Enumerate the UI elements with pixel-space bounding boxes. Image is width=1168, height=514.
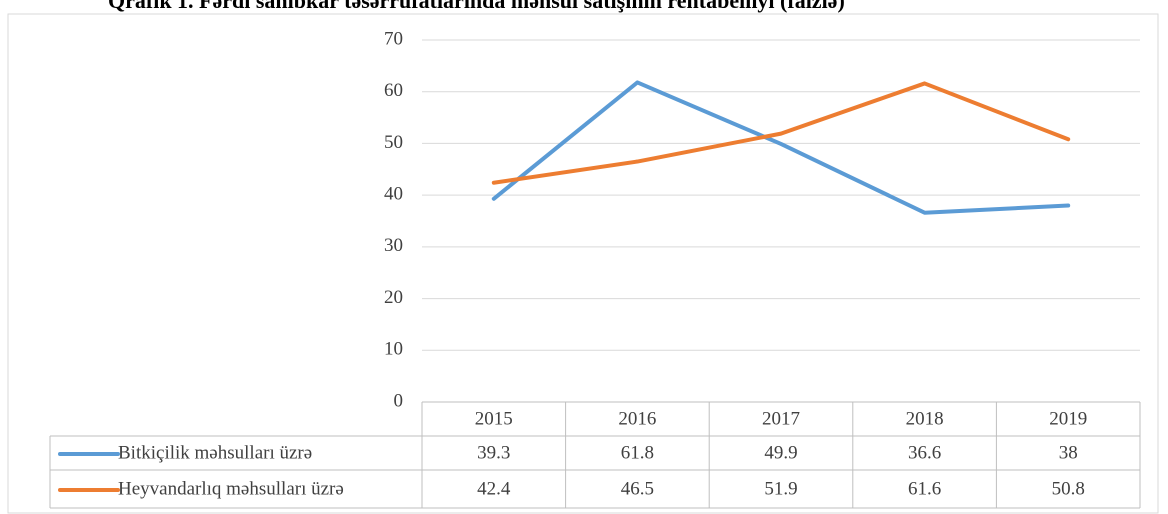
series-line: [491, 80, 1071, 215]
y-tick-label: 0: [394, 390, 404, 411]
table-value: 61.6: [908, 478, 941, 499]
y-tick-label: 60: [384, 80, 403, 101]
table-value: 50.8: [1052, 478, 1085, 499]
table-value: 49.9: [764, 442, 797, 463]
y-tick-label: 10: [384, 339, 403, 360]
table-value: 42.4: [477, 478, 511, 499]
y-tick-label: 30: [384, 235, 403, 256]
table-value: 51.9: [764, 478, 797, 499]
series-line: [491, 81, 1071, 185]
table-value: 36.6: [908, 442, 941, 463]
x-tick-label: 2016: [618, 408, 656, 429]
legend-label: Heyvandarlıq məhsulları üzrə: [118, 478, 344, 499]
y-tick-label: 50: [384, 132, 403, 153]
table-value: 39.3: [477, 442, 510, 463]
table-value: 38: [1059, 442, 1078, 463]
chart-title: Qrafik 1. Fərdi sahibkar təsərrüfatların…: [108, 0, 845, 13]
table-value: 61.8: [621, 442, 654, 463]
x-tick-label: 2017: [762, 408, 800, 429]
table-value: 46.5: [621, 478, 654, 499]
chart-frame: [7, 13, 1159, 514]
y-tick-label: 70: [384, 28, 403, 49]
x-tick-label: 2019: [1049, 408, 1087, 429]
y-tick-label: 40: [384, 184, 403, 205]
legend-label: Bitkiçilik məhsulları üzrə: [118, 442, 312, 463]
y-tick-label: 20: [384, 287, 403, 308]
x-tick-label: 2015: [475, 408, 513, 429]
x-tick-label: 2018: [906, 408, 944, 429]
